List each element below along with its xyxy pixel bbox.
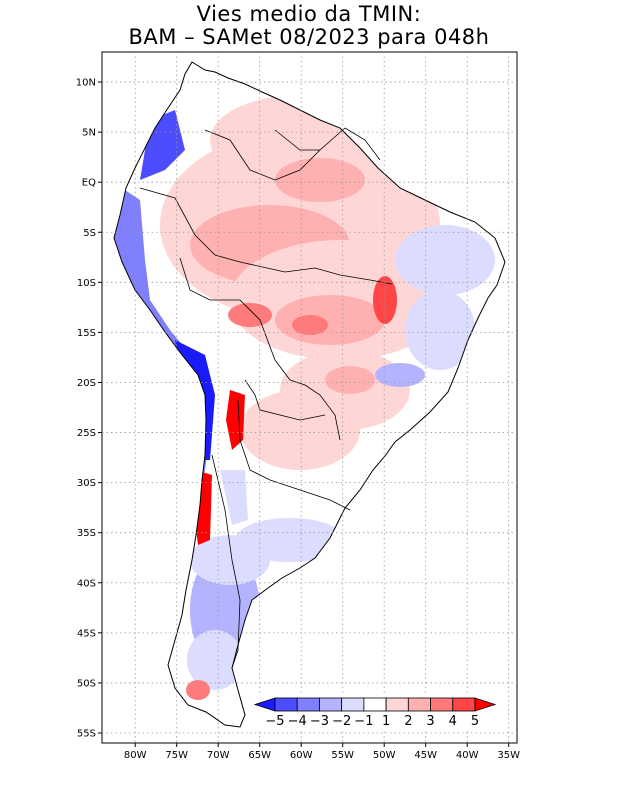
colorbar: −5 −4 −3 −2 −1 1 2 3 4 5 [251, 695, 499, 731]
colorbar-box [363, 697, 387, 712]
colorbar-box [274, 697, 298, 712]
lat-tick-label: 10S [77, 278, 96, 289]
lat-tick-label: 20S [77, 378, 96, 389]
lat-tick-label: 40S [77, 578, 96, 589]
lat-tick-label: 15S [77, 328, 96, 339]
lon-tick-label: 35W [497, 750, 520, 761]
colorbar-arrow-right [474, 697, 497, 712]
colorbar-box [385, 697, 409, 712]
lon-tick-label: 70W [207, 750, 230, 761]
lon-tick-label: 45W [414, 750, 437, 761]
title-line-2: BAM – SAMet 08/2023 para 048h [128, 25, 490, 49]
lat-tick-label: 55S [77, 728, 96, 739]
lat-tick-label: 5N [82, 128, 96, 139]
colorbar-box [452, 697, 476, 712]
lat-tick-label: 25S [77, 428, 96, 439]
lon-tick-label: 50W [373, 750, 396, 761]
colorbar-label: −2 [332, 714, 351, 729]
colorbar-label: 3 [426, 714, 434, 729]
longitude-axis: 80W 75W 70W 65W 60W 55W 50W 45W 40W 35W [124, 743, 520, 761]
lat-tick-label: 5S [83, 228, 96, 239]
colorbar-box [319, 697, 343, 712]
lon-tick-label: 55W [331, 750, 354, 761]
lat-tick-label: EQ [82, 178, 96, 189]
lon-tick-label: 80W [124, 750, 147, 761]
lon-tick-label: 40W [456, 750, 479, 761]
colorbar-label: −3 [310, 714, 329, 729]
colorbar-label: 1 [382, 714, 390, 729]
title-line-1: Vies medio da TMIN: [196, 2, 422, 26]
lat-tick-label: 10N [76, 78, 96, 89]
lat-tick-label: 50S [77, 678, 96, 689]
country-borders [139, 127, 393, 669]
map-gridlines [102, 52, 517, 743]
colorbar-label: −5 [265, 714, 284, 729]
colorbar-box [407, 697, 431, 712]
latitude-axis: 10N 5N EQ 5S 10S 15S 20S 25S 30S 35S 40S 45S 50S 55S [76, 78, 102, 739]
lat-tick-label: 35S [77, 528, 96, 539]
colorbar-label: 2 [404, 714, 412, 729]
colorbar-box [296, 697, 320, 712]
land-anomaly-field [113, 61, 506, 728]
colorbar-label: 5 [471, 714, 479, 729]
lon-tick-label: 60W [290, 750, 313, 761]
colorbar-box [430, 697, 454, 712]
lon-tick-label: 75W [165, 750, 188, 761]
coastline [113, 61, 506, 728]
colorbar-box [341, 697, 365, 712]
lon-tick-label: 65W [248, 750, 271, 761]
colorbar-label: −4 [288, 714, 307, 729]
colorbar-label: −1 [354, 714, 373, 729]
lat-tick-label: 30S [77, 478, 96, 489]
colorbar-label: 4 [449, 714, 457, 729]
lat-tick-label: 45S [77, 628, 96, 639]
